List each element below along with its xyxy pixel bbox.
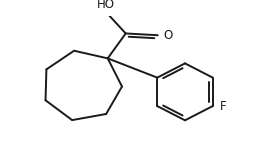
Text: O: O bbox=[163, 29, 172, 42]
Text: F: F bbox=[219, 100, 226, 113]
Text: HO: HO bbox=[97, 0, 115, 11]
